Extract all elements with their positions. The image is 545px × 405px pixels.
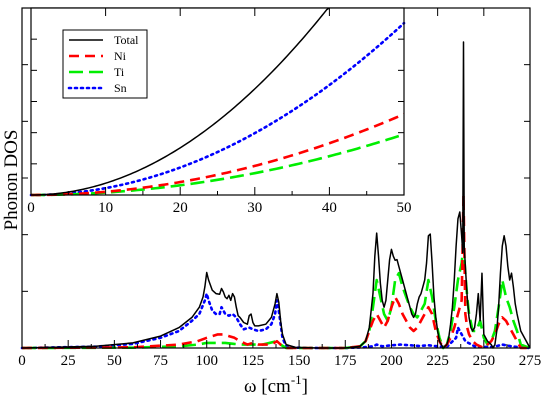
inset-x-tick-label: 10 (98, 200, 113, 216)
inset-series-ti (31, 133, 405, 197)
legend: Total Ni Ti Sn (62, 29, 148, 99)
main-x-tick-label: 50 (107, 353, 122, 369)
inset-series-total (30, 7, 330, 196)
main-x-tick-label: 25 (61, 353, 76, 369)
inset-x-tick-label: 30 (247, 200, 262, 216)
main-series-total (21, 41, 531, 349)
main-x-tick-label: 175 (334, 353, 357, 369)
inset-x-tick-label: 40 (322, 200, 337, 216)
main-x-tick-label: 75 (153, 353, 168, 369)
inset-x-tick-label: 20 (173, 200, 188, 216)
legend-label-ni: Ni (114, 49, 127, 63)
main-x-tick-label: 225 (426, 353, 449, 369)
main-x-tick-label: 275 (519, 353, 542, 369)
main-x-tick-label: 200 (380, 353, 403, 369)
legend-label-sn: Sn (114, 81, 127, 95)
legend-label-ti: Ti (114, 65, 125, 79)
y-axis-label: Phonon DOS (1, 130, 22, 231)
main-x-tick-label: 250 (473, 353, 496, 369)
main-plot: 0 25 50 75 100 125 150 175 200 225 250 275 (18, 7, 542, 369)
inset-series-sn (29, 21, 406, 197)
x-axis-label: ω [cm-1] (244, 372, 308, 397)
main-series-ni (21, 193, 530, 350)
x-axis-label-base: ω [cm (244, 376, 291, 397)
main-series-group (20, 41, 532, 350)
main-x-tick-label: 100 (195, 353, 218, 369)
inset-x-tick-label: 50 (397, 200, 412, 216)
legend-box (62, 29, 148, 99)
main-x-tick-label: 0 (18, 353, 26, 369)
inset-y-ticks (31, 38, 404, 165)
legend-label-total: Total (114, 33, 139, 47)
x-axis-label-close: ] (302, 376, 308, 397)
main-y-ticks (22, 64, 530, 292)
x-axis-label-sup: -1 (291, 372, 302, 387)
main-x-tick-label: 150 (288, 353, 311, 369)
inset-x-tick-label: 0 (27, 200, 35, 216)
main-x-tick-label: 125 (242, 353, 265, 369)
legend-entries: Total Ni Ti Sn (67, 33, 139, 95)
inset-series-group (29, 7, 406, 197)
inset-x-ticks: 0 10 20 30 40 50 (27, 8, 412, 216)
